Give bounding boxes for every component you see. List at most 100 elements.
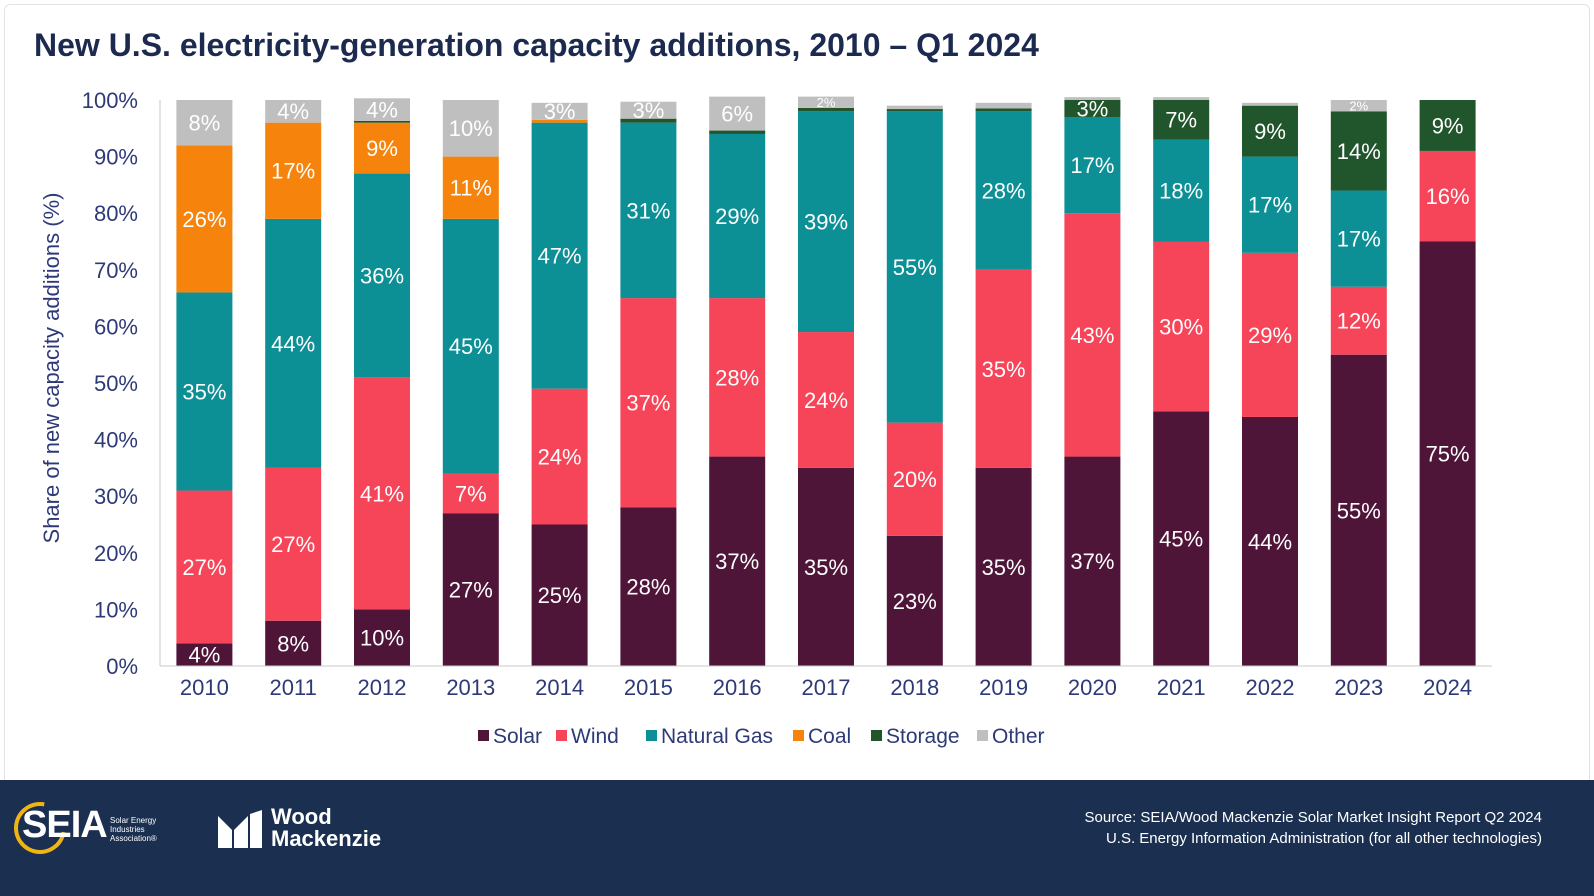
bar-segment-other <box>442 100 499 157</box>
bar-segment-natural-gas <box>1242 156 1298 253</box>
data-label: 3% <box>633 98 665 123</box>
bar-stack-2010: 4% 27% 35% 26% 8% <box>176 100 233 668</box>
data-label: 17% <box>271 159 315 184</box>
legend-label: Other <box>992 725 1045 748</box>
bar-segment-other <box>1330 100 1387 112</box>
y-axis: 0% 10% 20% 30% 40% 50% 60% 70% 80% 90% 100% <box>82 88 161 679</box>
bar-segment-solar <box>620 507 677 666</box>
x-tick-label: 2017 <box>802 675 851 700</box>
y-tick-label: 90% <box>94 145 138 170</box>
legend-label: Solar <box>493 725 542 748</box>
data-label: 7% <box>1165 108 1197 133</box>
bar-stack-2013: 27% 7% 45% 11% 10% <box>442 100 499 666</box>
data-label: 24% <box>538 445 582 470</box>
source-note: Source: SEIA/Wood Mackenzie Solar Market… <box>1085 807 1542 849</box>
x-tick-label: 2022 <box>1246 675 1295 700</box>
bar-segment-natural-gas <box>1330 190 1387 287</box>
data-label: 37% <box>1070 549 1114 574</box>
data-label: 8% <box>277 631 309 656</box>
data-label: 27% <box>271 532 315 557</box>
bar-segment-wind <box>798 332 854 468</box>
bar-segment-natural-gas <box>798 111 854 333</box>
data-label: 29% <box>1248 323 1292 348</box>
bar-segment-solar <box>354 609 410 666</box>
wood-mackenzie-wordmark: Wood Mackenzie <box>271 806 381 850</box>
data-label: 41% <box>360 481 404 506</box>
y-tick-label: 60% <box>94 314 138 339</box>
bar-segment-other <box>176 100 233 146</box>
data-label: 23% <box>893 589 937 614</box>
bar-segment-storage <box>620 118 677 123</box>
bar-stack-2022: 44% 29% 17% 9% <box>1242 102 1298 666</box>
legend-label: Wind <box>571 725 619 748</box>
data-label: 11% <box>450 176 492 201</box>
bar-segment-solar <box>1242 416 1298 666</box>
data-label: 2% <box>817 95 836 110</box>
x-tick-label: 2018 <box>890 675 939 700</box>
bar-segment-coal <box>354 122 410 174</box>
data-label: 44% <box>1248 529 1292 554</box>
bar-stack-2021: 45% 30% 18% 7% <box>1153 97 1210 666</box>
bar-segment-storage <box>798 107 854 112</box>
bar-segment-coal <box>265 122 322 219</box>
footer-bar: SEIA Solar Energy Industries Association… <box>0 780 1594 896</box>
bar-segment-storage <box>1242 105 1298 157</box>
bar-segment-wind <box>1330 286 1387 355</box>
legend-label: Natural Gas <box>661 725 773 748</box>
data-label: 35% <box>182 379 226 404</box>
data-label: 10% <box>360 626 404 651</box>
data-label: 28% <box>626 575 670 600</box>
wood-mackenzie-mark-icon <box>218 810 262 848</box>
legend-label: Coal <box>808 725 851 748</box>
bar-segment-other <box>1153 97 1210 100</box>
bar-segment-other <box>1242 102 1298 106</box>
bar-segment-other <box>1064 97 1121 100</box>
bar-segment-other <box>620 101 677 119</box>
bar-segment-other <box>531 102 588 120</box>
bar-stack-2011: 8% 27% 44% 17% 4% <box>265 99 322 666</box>
data-label: 2% <box>1349 98 1368 113</box>
y-tick-label: 50% <box>94 371 138 396</box>
bar-segment-storage <box>1330 111 1387 191</box>
x-tick-label: 2010 <box>180 675 229 700</box>
data-label: 55% <box>893 255 937 280</box>
y-axis-label: Share of new capacity additions (%) <box>39 193 64 544</box>
bar-segment-solar <box>798 467 854 666</box>
wood-mackenzie-logo: Wood Mackenzie <box>218 806 408 856</box>
legend: Solar Wind Natural Gas Coal Storage Other <box>478 725 1045 748</box>
bars-layer: 4% 27% 35% 26% 8% 8% 27% 44% 17% 4% 10% 41% 36% 9% 4% 2… <box>176 95 1476 668</box>
bar-segment-other <box>886 105 943 110</box>
bar-stack-2023: 55% 12% 17% 14% 2% <box>1330 98 1387 666</box>
bar-segment-wind <box>176 490 233 644</box>
bar-segment-solar <box>176 643 233 666</box>
y-tick-label: 80% <box>94 201 138 226</box>
stacked-bar-chart: 0% 10% 20% 30% 40% 50% 60% 70% 80% 90% 100% 4% 27% 3… <box>39 88 1492 748</box>
bar-segment-storage <box>354 120 410 123</box>
bar-segment-storage <box>975 108 1032 112</box>
bar-segment-natural-gas <box>354 173 410 378</box>
data-label: 36% <box>360 263 404 288</box>
data-label: 9% <box>1254 119 1286 144</box>
bar-segment-wind <box>442 473 499 514</box>
x-tick-label: 2023 <box>1334 675 1383 700</box>
x-tick-label: 2012 <box>358 675 407 700</box>
chart-title: New U.S. electricity-generation capacity… <box>34 27 1039 63</box>
x-axis: 2010 2011 2012 2013 2014 2015 2016 2017 2018 2019… <box>160 665 1492 700</box>
bar-segment-natural-gas <box>265 218 322 468</box>
data-label: 27% <box>449 578 493 603</box>
data-label: 26% <box>182 207 226 232</box>
bar-segment-wind <box>1153 241 1210 412</box>
data-label: 6% <box>721 102 753 127</box>
bar-stack-2020: 37% 43% 17% 3% <box>1064 96 1121 666</box>
bar-segment-natural-gas <box>1153 139 1210 242</box>
data-label: 17% <box>1248 193 1292 218</box>
data-label: 29% <box>715 204 759 229</box>
data-label: 45% <box>1159 527 1203 552</box>
bar-stack-2018: 23% 20% 55% <box>886 105 943 666</box>
data-label: 3% <box>544 99 576 124</box>
bar-segment-wind <box>531 388 588 525</box>
data-label: 28% <box>715 365 759 390</box>
data-label: 7% <box>455 481 487 506</box>
data-label: 39% <box>804 210 848 235</box>
y-tick-label: 100% <box>82 88 138 113</box>
